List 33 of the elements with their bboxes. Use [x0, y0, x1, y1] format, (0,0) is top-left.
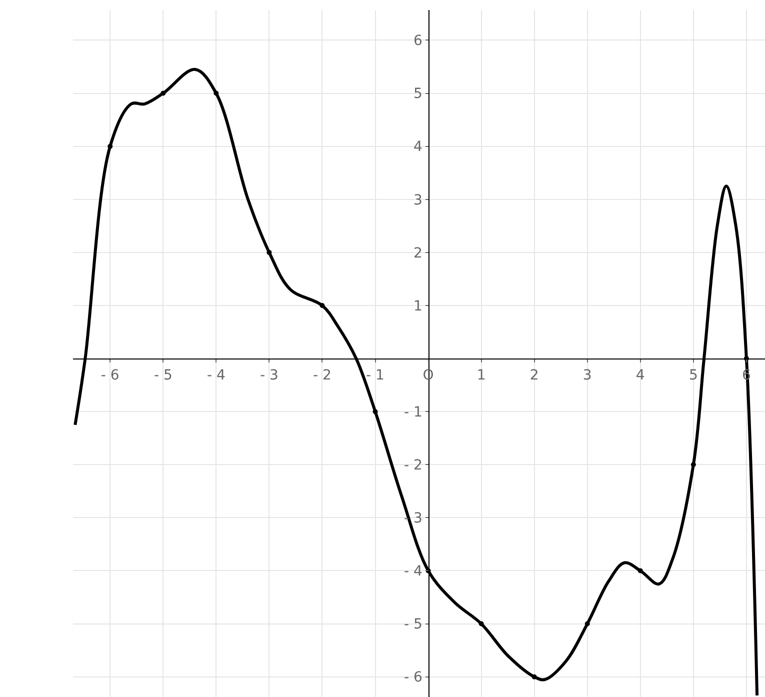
point — [532, 674, 537, 680]
x-tick-label: 2 — [530, 367, 539, 384]
y-tick-label: 2 — [414, 245, 422, 262]
point — [108, 144, 113, 149]
x-tick-label: 5 — [688, 367, 698, 384]
y-tick-label: 5 — [414, 86, 422, 102]
x-tick-label: - 5 — [154, 367, 172, 384]
y-tick-label: - 6 — [404, 670, 423, 686]
point — [372, 409, 378, 414]
point — [638, 568, 643, 574]
y-tick-label: 6 — [414, 33, 423, 50]
y-tick-label: - 4 — [404, 564, 423, 580]
point — [214, 90, 219, 96]
point — [266, 250, 272, 255]
y-tick-label: - 2 — [404, 458, 422, 474]
x-tick-label: - 4 — [206, 367, 226, 384]
y-tick-label: 3 — [414, 192, 422, 208]
y-tick-label: 1 — [414, 298, 422, 314]
point — [478, 621, 484, 626]
x-tick-label: 3 — [582, 367, 592, 384]
y-tick-label: - 1 — [404, 404, 422, 420]
point — [690, 462, 696, 468]
x-tick-label: - 2 — [313, 367, 332, 384]
y-tick-label: 4 — [414, 139, 423, 156]
x-tick-label: 4 — [636, 367, 645, 384]
x-tick-label: - 3 — [260, 367, 278, 384]
point — [320, 302, 325, 308]
x-tick-label: - 6 — [100, 367, 120, 384]
point — [584, 621, 590, 626]
x-tick-label: 1 — [476, 367, 486, 384]
y-tick-label: - 5 — [404, 616, 422, 633]
point — [160, 90, 166, 96]
x-tick-label: - 1 — [366, 367, 384, 384]
